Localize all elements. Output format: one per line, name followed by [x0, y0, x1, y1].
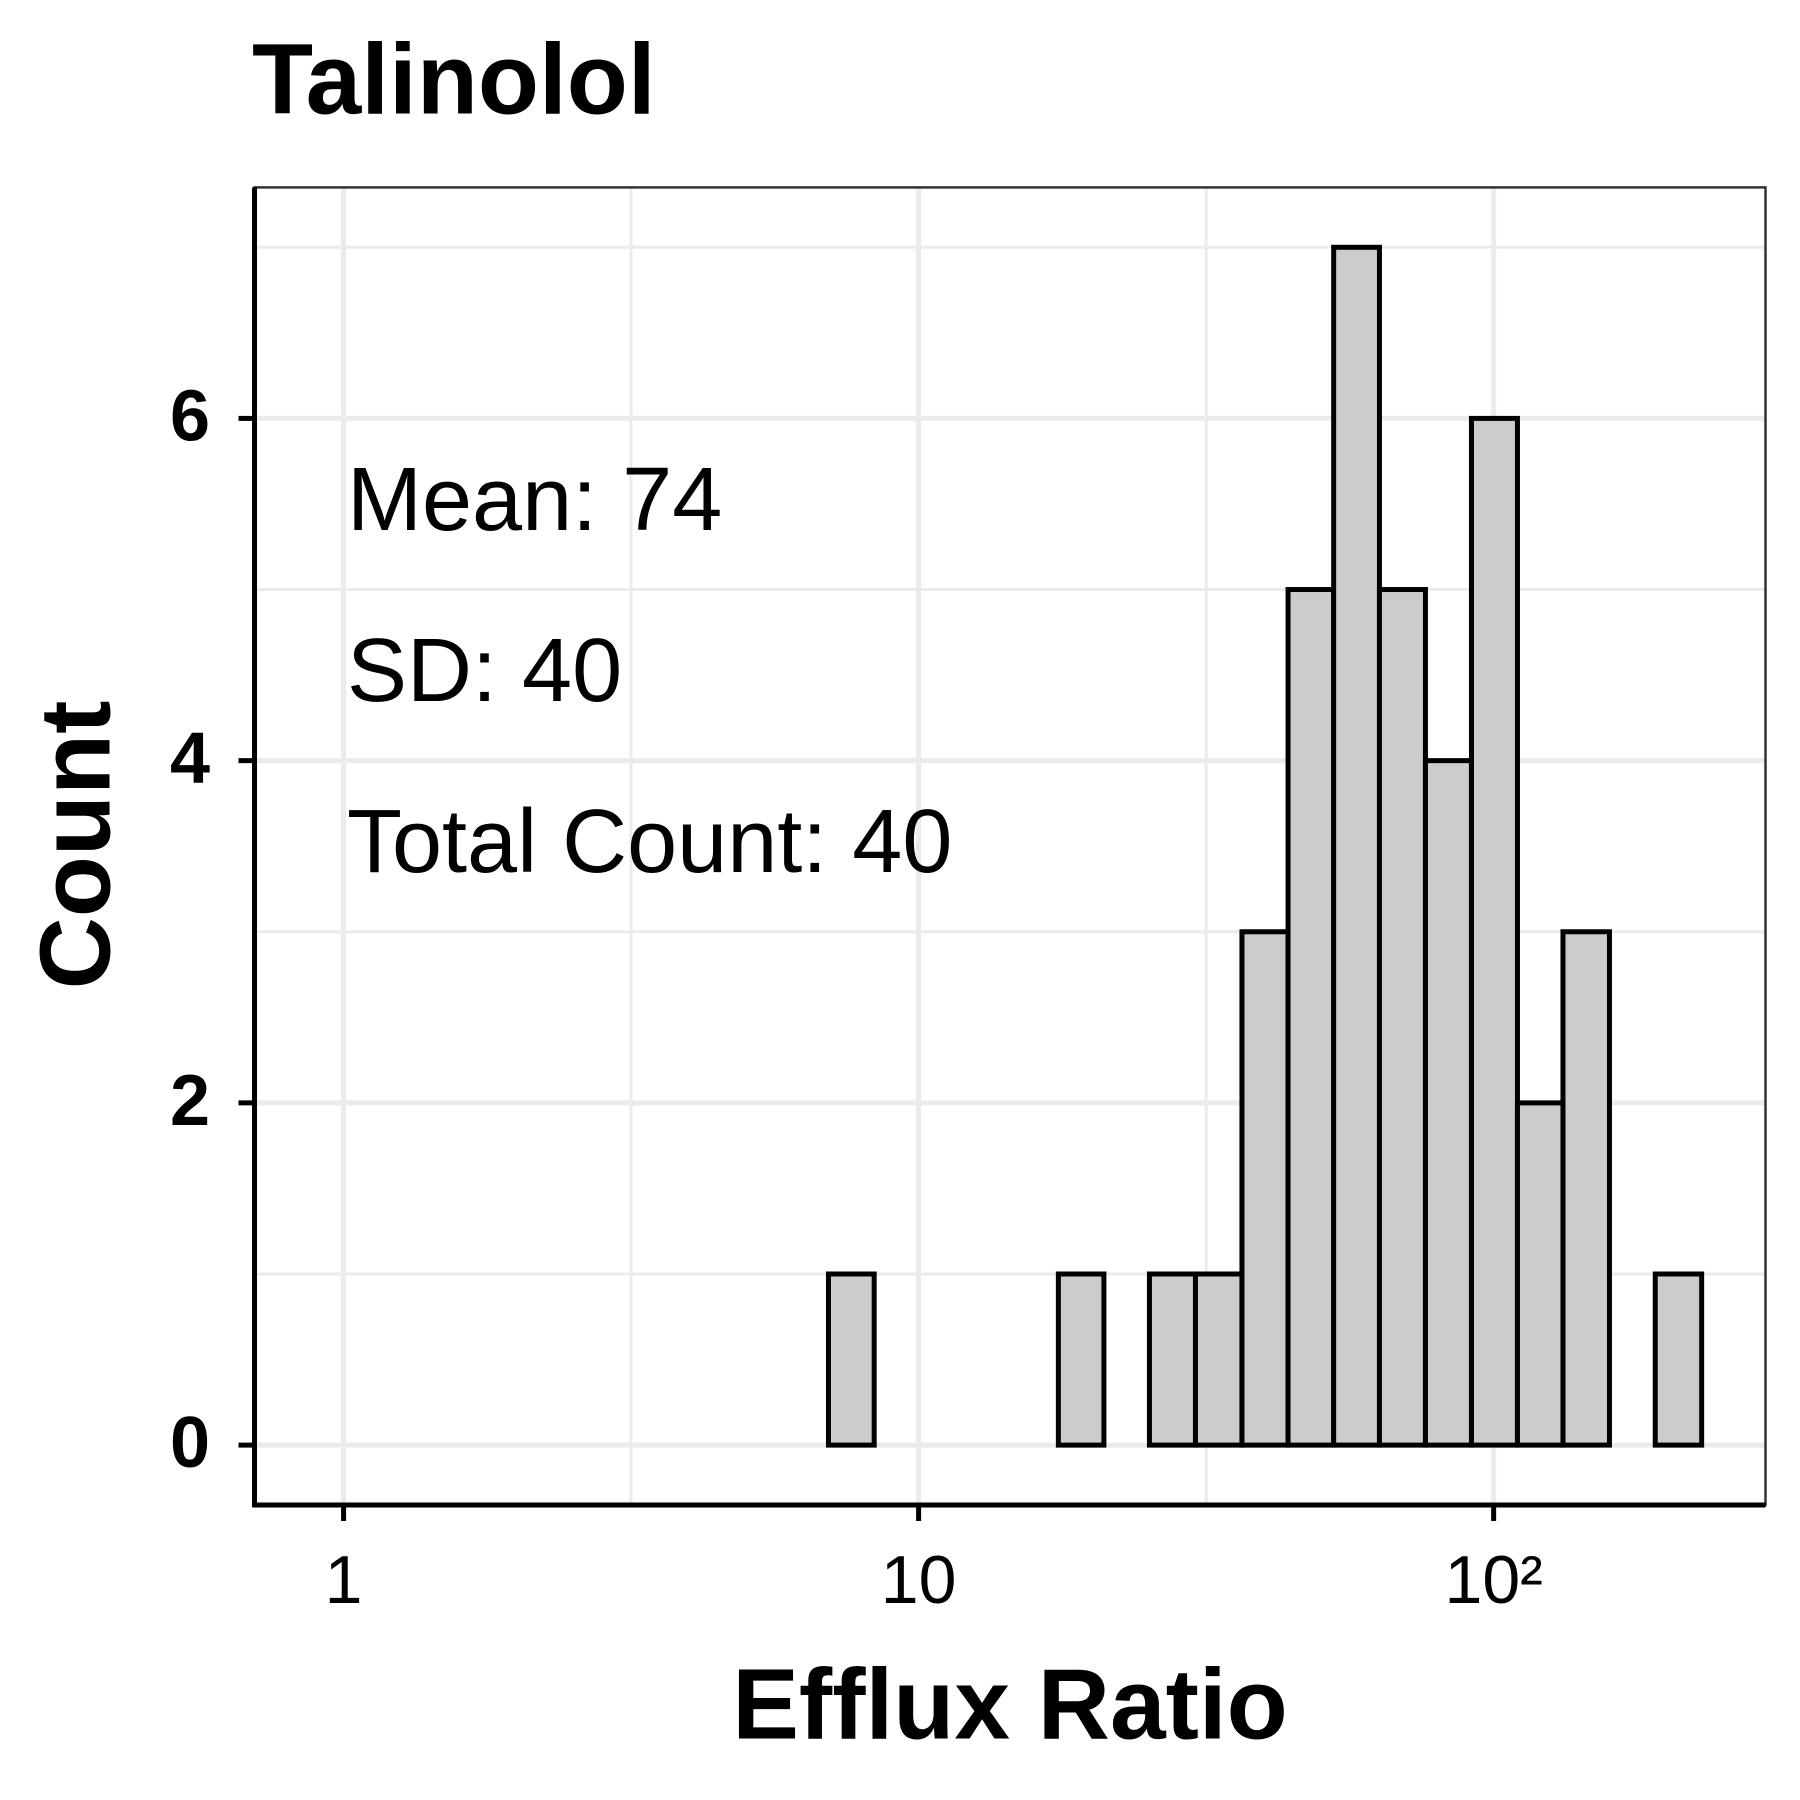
y-tick-label: 2 — [170, 1061, 210, 1141]
y-tick-label: 4 — [170, 719, 210, 799]
bar — [1376, 587, 1428, 1448]
bar — [1331, 244, 1382, 1448]
bar — [825, 1271, 877, 1448]
bar — [1055, 1271, 1107, 1448]
bar — [1468, 415, 1520, 1448]
bar — [1239, 929, 1291, 1448]
annotation: Total Count: 40 — [347, 792, 952, 892]
bar — [1146, 1271, 1198, 1448]
bar — [1652, 1271, 1705, 1448]
y-tick-label: 0 — [170, 1403, 210, 1483]
y-axis-title: Count — [19, 701, 131, 990]
annotation: Mean: 74 — [347, 450, 722, 550]
bar — [1560, 929, 1612, 1448]
x-axis-title: Efflux Ratio — [732, 1648, 1288, 1760]
annotation: SD: 40 — [347, 621, 622, 721]
chart-title: Talinolol — [252, 23, 656, 135]
bar — [1192, 1271, 1245, 1448]
x-tick-label: 10 — [881, 1542, 957, 1618]
y-tick-label: 6 — [170, 376, 210, 456]
x-tick-label: 10² — [1445, 1542, 1543, 1618]
bar — [1514, 1100, 1566, 1448]
bar — [1422, 758, 1474, 1448]
bar — [1285, 587, 1337, 1448]
x-tick-label: 1 — [325, 1542, 363, 1618]
